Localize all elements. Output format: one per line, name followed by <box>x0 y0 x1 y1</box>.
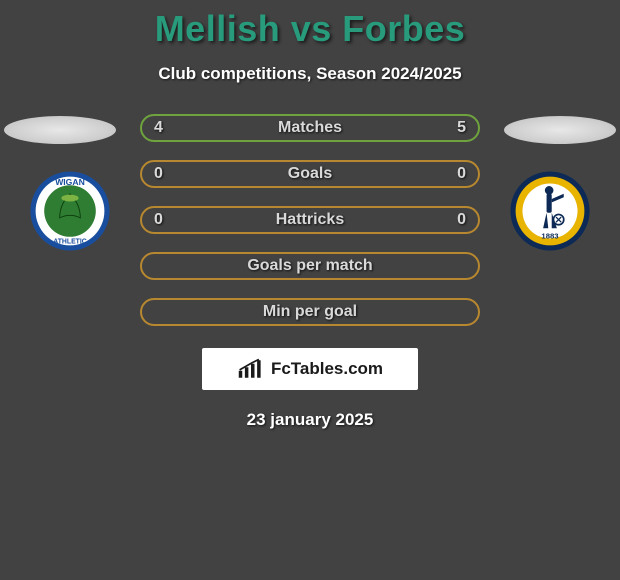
player-silhouette-left <box>4 116 116 144</box>
stat-label: Min per goal <box>142 303 478 321</box>
svg-text:ATHLETIC: ATHLETIC <box>53 239 87 246</box>
subtitle: Club competitions, Season 2024/2025 <box>0 64 620 84</box>
club-crest-right: 1883 BRISTOL ROVERS F.C. <box>500 168 600 254</box>
bristol-rovers-crest-icon: 1883 BRISTOL ROVERS F.C. <box>500 168 600 254</box>
stat-label: Goals <box>142 165 478 183</box>
stat-row-hattricks: 0 Hattricks 0 <box>140 206 480 234</box>
bar-chart-icon <box>237 358 265 380</box>
stat-right-value: 5 <box>457 119 466 137</box>
stat-label: Hattricks <box>142 211 478 229</box>
svg-text:1883: 1883 <box>541 232 559 241</box>
svg-text:BRISTOL ROVERS F.C.: BRISTOL ROVERS F.C. <box>507 168 573 170</box>
stat-label: Goals per match <box>142 257 478 275</box>
stat-left-value: 0 <box>154 165 163 183</box>
svg-text:WIGAN: WIGAN <box>55 177 85 187</box>
club-crest-left: WIGAN ATHLETIC <box>20 168 120 254</box>
watermark-text: FcTables.com <box>271 359 383 379</box>
stat-rows: 4 Matches 5 0 Goals 0 0 Hattricks 0 Goal… <box>140 114 480 326</box>
stat-row-matches: 4 Matches 5 <box>140 114 480 142</box>
stat-row-goals: 0 Goals 0 <box>140 160 480 188</box>
page-title: Mellish vs Forbes <box>0 0 620 50</box>
stat-right-value: 0 <box>457 211 466 229</box>
stat-row-min-per-goal: Min per goal <box>140 298 480 326</box>
stat-label: Matches <box>142 119 478 137</box>
stat-left-value: 4 <box>154 119 163 137</box>
stat-right-value: 0 <box>457 165 466 183</box>
date-label: 23 january 2025 <box>0 410 620 430</box>
comparison-panel: WIGAN ATHLETIC 1883 BRISTOL ROVERS F.C. <box>0 114 620 326</box>
player-silhouette-right <box>504 116 616 144</box>
stat-row-goals-per-match: Goals per match <box>140 252 480 280</box>
wigan-crest-icon: WIGAN ATHLETIC <box>20 168 120 254</box>
stat-left-value: 0 <box>154 211 163 229</box>
watermark: FcTables.com <box>202 348 418 390</box>
